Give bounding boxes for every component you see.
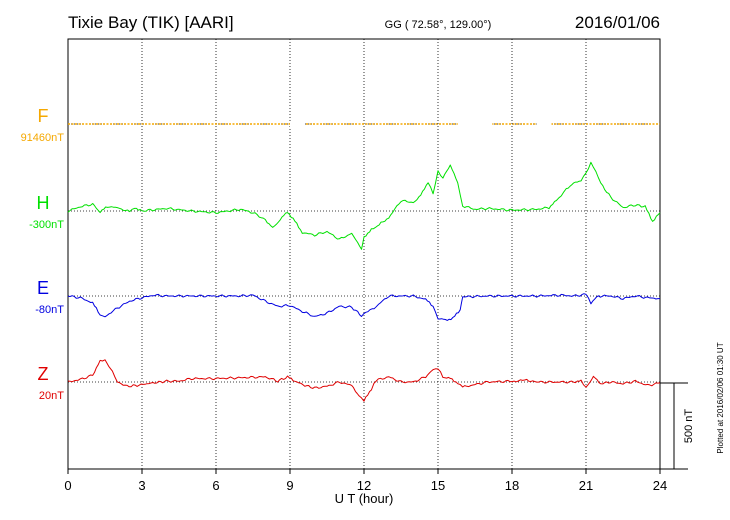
scale-bar: 500 nT	[660, 382, 695, 470]
x-tick-label: 3	[138, 478, 145, 493]
station-title: Tixie Bay (TIK) [AARI]	[68, 13, 234, 32]
x-tick-label: 15	[431, 478, 445, 493]
geographic-coordinates: GG ( 72.58°, 129.00°)	[385, 19, 492, 31]
series-gap	[457, 121, 493, 127]
series-baseline-f: 91460nT	[21, 132, 65, 144]
series-gap	[290, 121, 305, 127]
x-tick-label: 9	[286, 478, 293, 493]
series-baseline-h: -300nT	[29, 219, 64, 231]
series-baseline-e: -80nT	[35, 304, 64, 316]
series-gap	[536, 121, 552, 127]
x-axis-ticks: 0 3 6 9 12 15 18 21 24	[64, 469, 667, 493]
plot-date: 2016/01/06	[575, 13, 660, 32]
grid-lines	[68, 39, 660, 469]
plot-frame	[67, 38, 661, 470]
series-name-f: F	[38, 106, 49, 126]
series-baseline-z: 20nT	[39, 390, 64, 402]
x-tick-label: 6	[212, 478, 219, 493]
series-name-h: H	[37, 193, 50, 213]
x-tick-label: 12	[357, 478, 371, 493]
series-name-z: Z	[38, 364, 49, 384]
x-tick-label: 24	[653, 478, 667, 493]
series-line-z	[67, 359, 661, 402]
scale-bar-label: 500 nT	[683, 409, 695, 444]
series-labels: F 91460nT H -300nT E -80nT Z 20nT	[21, 106, 65, 402]
x-tick-label: 0	[64, 478, 71, 493]
series-name-e: E	[37, 278, 49, 298]
x-tick-label: 21	[579, 478, 593, 493]
series-layer	[67, 121, 661, 402]
series-line-e	[67, 293, 660, 321]
series-line-h	[67, 161, 661, 250]
x-tick-label: 18	[505, 478, 519, 493]
plotted-timestamp: Plotted at 2016/02/06 01:30 UT	[716, 342, 725, 453]
x-axis-label: U T (hour)	[335, 491, 394, 506]
